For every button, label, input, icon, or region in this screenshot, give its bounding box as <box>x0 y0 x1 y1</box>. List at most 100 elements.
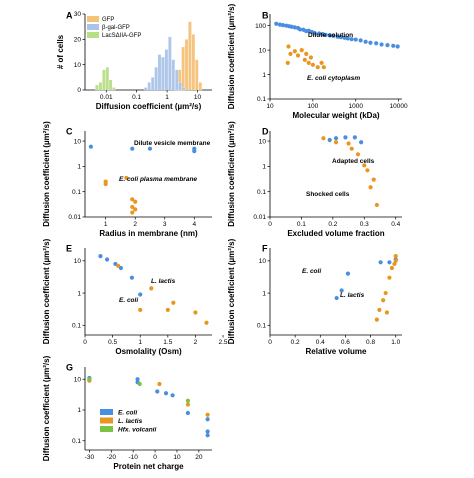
data-point <box>299 48 304 53</box>
x-tick-label: 0.2 <box>328 221 337 228</box>
legend-label: LacSΔIIA-GFP <box>102 33 141 39</box>
legend-swatch <box>100 409 113 415</box>
data-point <box>374 202 379 208</box>
annotation-text: E. coli plasma membrane <box>119 176 197 183</box>
x-tick-label: 1.5 <box>163 339 172 346</box>
data-point <box>130 210 135 215</box>
data-point <box>289 24 294 29</box>
data-point <box>338 35 343 40</box>
y-axis-title: # of cells <box>56 34 65 69</box>
data-point <box>302 57 307 62</box>
y-axis-title: Diffusion coefficient (µm²/s) <box>227 3 236 109</box>
y-tick-label: 0.1 <box>72 322 81 329</box>
y-tick-label: 1 <box>262 164 266 171</box>
annotation-text: Dilute vesicle membrane <box>134 140 211 147</box>
annotation-text: Adapted cells <box>332 158 375 165</box>
x-tick-label: 3 <box>163 221 167 228</box>
y-tick-label: 0.01 <box>253 214 266 221</box>
x-tick-label: 0.01 <box>100 94 113 101</box>
data-point <box>88 144 94 149</box>
data-point <box>333 140 339 145</box>
data-point <box>295 53 301 58</box>
histogram-bar <box>188 21 192 91</box>
annotation-text: L. lactis <box>151 278 176 285</box>
data-point <box>345 271 351 276</box>
histogram-bar <box>181 87 186 91</box>
data-point <box>333 136 339 141</box>
histogram-bar <box>184 39 189 91</box>
histogram-bar <box>105 67 110 91</box>
legend-swatch <box>87 16 99 22</box>
y-tick-label: 0 <box>77 87 81 94</box>
y-tick-label: 10 <box>259 47 267 54</box>
data-point <box>116 263 121 268</box>
data-point <box>368 40 373 45</box>
histogram-bar <box>181 46 185 91</box>
x-tick-label: 0 <box>83 339 87 346</box>
data-point <box>389 265 395 271</box>
histogram-bar <box>171 59 176 91</box>
data-point <box>292 25 297 30</box>
data-point <box>339 288 344 293</box>
data-point <box>395 44 400 49</box>
data-point <box>321 136 326 141</box>
histogram-bar <box>102 69 106 91</box>
histogram-bar <box>143 87 148 91</box>
x-tick-label: 4 <box>192 221 196 228</box>
histogram-bar <box>178 82 182 91</box>
x-tick-label: 0 <box>153 454 157 461</box>
data-point <box>365 168 370 173</box>
legend-label: Hfx. volcanii <box>118 427 156 434</box>
data-point <box>345 36 350 41</box>
x-tick-label: 100 <box>307 103 318 110</box>
annotation-text: L. lactis <box>340 292 365 299</box>
data-point <box>130 146 135 151</box>
x-tick-label: 0.4 <box>316 339 325 346</box>
data-point <box>205 417 210 422</box>
data-point <box>138 292 143 297</box>
histogram-bar <box>112 87 116 91</box>
y-tick-label: 100 <box>255 23 266 30</box>
data-point <box>385 43 390 48</box>
x-tick-label: 2 <box>194 339 198 346</box>
x-axis-title: Radius in membrane (nm) <box>99 229 198 238</box>
data-point <box>135 377 140 382</box>
data-point <box>192 149 197 154</box>
histogram-bar <box>191 34 196 91</box>
data-point <box>352 135 357 140</box>
x-axis-title: Protein net charge <box>113 462 184 471</box>
data-point <box>306 60 311 65</box>
x-tick-label: 20 <box>195 454 203 461</box>
histogram-bar <box>174 69 179 91</box>
y-tick-label: 1 <box>77 290 81 297</box>
x-tick-label: -30 <box>85 454 95 461</box>
x-tick-label: 1000 <box>349 103 364 110</box>
data-point <box>304 51 309 56</box>
data-point <box>297 27 303 32</box>
data-point <box>383 290 388 296</box>
data-point <box>292 49 297 54</box>
data-point <box>355 152 361 157</box>
x-tick-label: 2.5 <box>219 339 228 346</box>
y-axis-title: Diffusion coefficient (µm²/s) <box>227 121 236 227</box>
x-tick-label: 10 <box>173 454 181 461</box>
panel-label-a: A <box>66 10 73 20</box>
data-point <box>130 197 135 202</box>
x-tick-label: 0.8 <box>366 339 375 346</box>
histogram-bar <box>147 82 151 91</box>
data-point <box>149 286 154 291</box>
data-point <box>171 300 176 305</box>
annotation-text: Dilute solution <box>308 32 353 39</box>
x-tick-label: 10 <box>266 103 274 110</box>
data-point <box>377 307 382 313</box>
x-axis-title: Osmolality (Osm) <box>115 347 182 356</box>
legend-label: β-gal-GFP <box>102 25 130 31</box>
legend-swatch <box>87 24 99 30</box>
data-point <box>129 275 135 280</box>
histogram-bar <box>95 84 99 91</box>
legend-label: GFP <box>102 17 114 23</box>
data-point <box>193 310 198 315</box>
data-point <box>103 181 108 187</box>
y-tick-label: 1 <box>77 407 81 414</box>
